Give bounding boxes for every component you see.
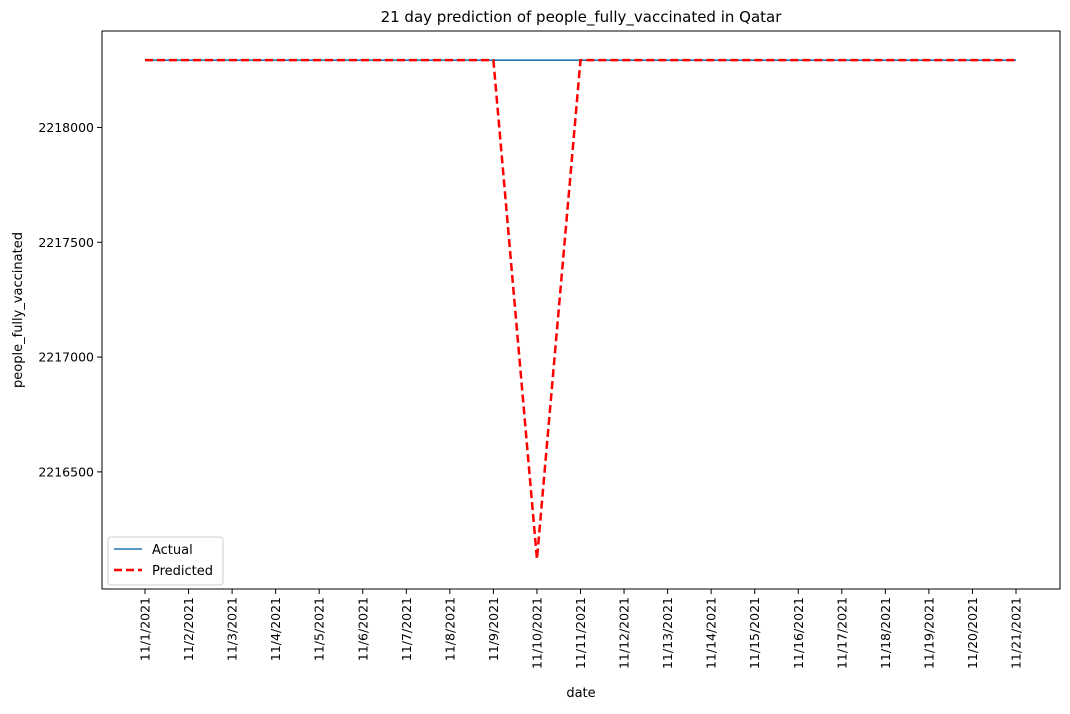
x-axis-title: date [566,686,595,701]
x-tick-label: 11/5/2021 [312,597,327,661]
y-tick-label: 2218000 [38,120,94,135]
y-axis-title: people_fully_vaccinated [11,232,26,388]
y-tick-label: 2217000 [38,350,94,365]
x-tick-label: 11/1/2021 [138,597,153,661]
chart-title: 21 day prediction of people_fully_vaccin… [381,8,783,27]
legend-label-predicted: Predicted [152,564,213,579]
x-tick-label: 11/21/2021 [1009,597,1024,669]
x-tick-label: 11/20/2021 [965,597,980,669]
y-tick-label: 2217500 [38,235,94,250]
x-tick-label: 11/11/2021 [573,597,588,669]
x-tick-label: 11/13/2021 [660,597,675,669]
x-tick-label: 11/8/2021 [442,597,457,661]
x-tick-label: 11/3/2021 [225,597,240,661]
series-line-predicted [145,58,1016,561]
x-tick-label: 11/15/2021 [747,597,762,669]
x-tick-label: 11/14/2021 [704,597,719,669]
y-axis: 2216500 2217000 2217500 2218000 [38,120,102,479]
x-tick-label: 11/6/2021 [355,597,370,661]
x-tick-label: 11/19/2021 [921,597,936,669]
x-tick-label: 11/10/2021 [529,597,544,669]
x-tick-label: 11/16/2021 [791,597,806,669]
x-tick-label: 11/2/2021 [181,597,196,661]
legend: Actual Predicted [107,536,224,586]
x-axis: 11/1/2021 11/2/2021 11/3/2021 11/4/2021 11/5… [138,589,1024,669]
x-tick-label: 11/7/2021 [399,597,414,661]
legend-label-actual: Actual [152,543,193,558]
series-layer [145,58,1016,561]
x-tick-label: 11/12/2021 [617,597,632,669]
x-tick-label: 11/18/2021 [878,597,893,669]
x-tick-label: 11/4/2021 [268,597,283,661]
x-tick-label: 11/9/2021 [486,597,501,661]
plot-area [101,30,1061,590]
x-tick-label: 11/17/2021 [834,597,849,669]
y-tick-label: 2216500 [38,464,94,479]
